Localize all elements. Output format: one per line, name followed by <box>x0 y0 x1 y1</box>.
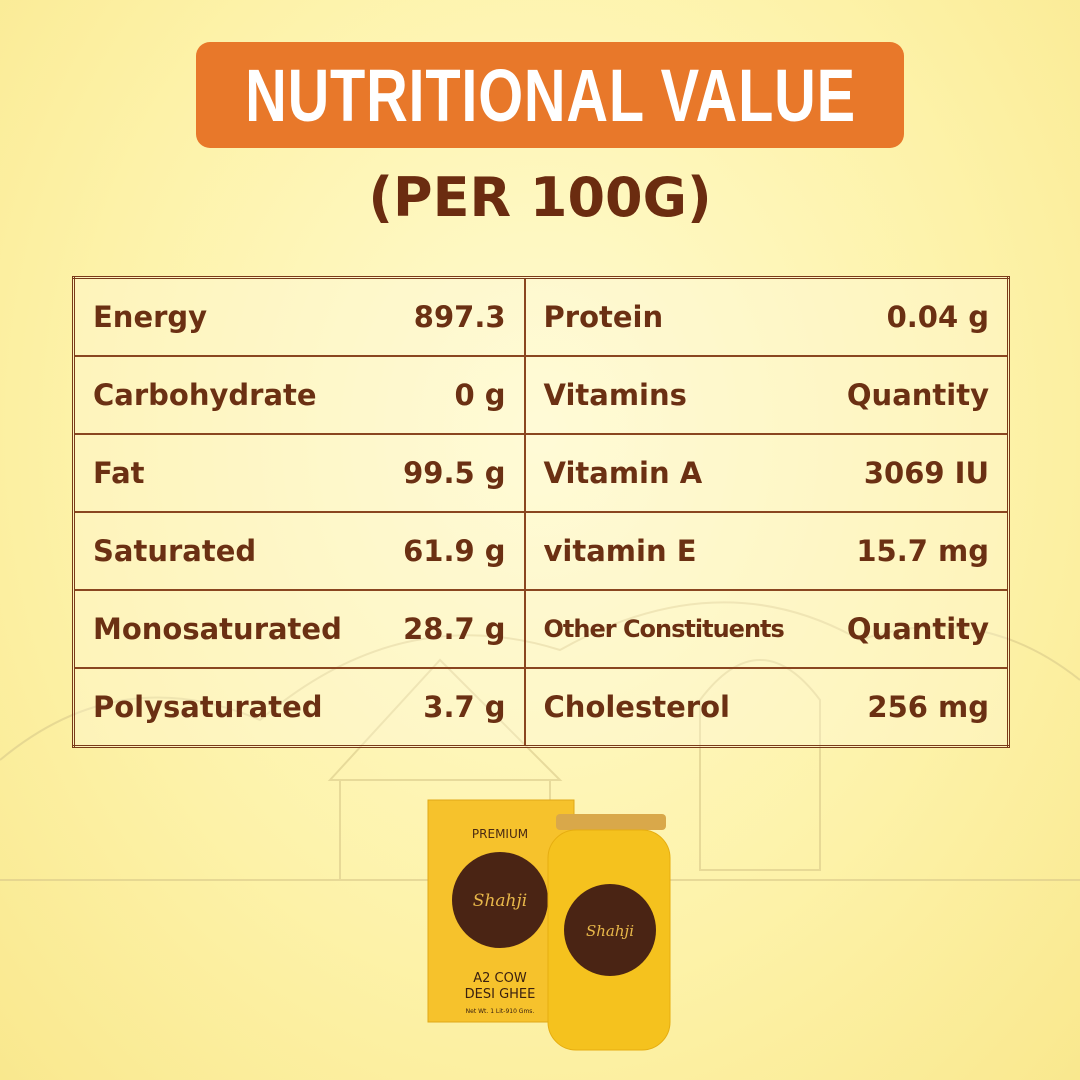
title-banner: NUTRITIONAL VALUE <box>196 42 904 148</box>
nutrient-name: vitamin E <box>523 511 819 591</box>
table-row: Carbohydrate 0 g Vitamins Quantity <box>72 355 1010 435</box>
nutrient-value: 897.3 <box>376 276 526 357</box>
nutrient-name: Fat <box>72 433 377 513</box>
nutrient-value: 61.9 g <box>376 511 526 591</box>
nutrient-name: Vitamin A <box>523 433 819 513</box>
nutrient-name: Carbohydrate <box>72 355 377 435</box>
nutrient-name: Saturated <box>72 511 377 591</box>
nutrient-name: Vitamins <box>523 355 819 435</box>
table-row: Polysaturated 3.7 g Cholesterol 256 mg <box>72 667 1010 748</box>
nutrient-name: Polysaturated <box>72 667 377 748</box>
nutrient-value: 3.7 g <box>376 667 526 748</box>
nutrient-value: 0 g <box>376 355 526 435</box>
table-row: Fat 99.5 g Vitamin A 3069 IU <box>72 433 1010 513</box>
table-row: Saturated 61.9 g vitamin E 15.7 mg <box>72 511 1010 591</box>
nutrient-value: Quantity <box>818 589 1010 669</box>
nutrient-value: 15.7 mg <box>818 511 1010 591</box>
nutrient-name: Other Constituents <box>523 589 819 669</box>
nutrient-name: Monosaturated <box>72 589 377 669</box>
nutrient-name: Cholesterol <box>523 667 819 748</box>
nutrient-value: 0.04 g <box>818 276 1010 357</box>
nutrient-value: 99.5 g <box>376 433 526 513</box>
nutrient-name: Protein <box>523 276 819 357</box>
table-row: Energy 897.3 Protein 0.04 g <box>72 276 1010 357</box>
nutrient-value: Quantity <box>818 355 1010 435</box>
nutrient-name: Energy <box>72 276 377 357</box>
nutrient-value: 3069 IU <box>818 433 1010 513</box>
nutrient-value: 256 mg <box>818 667 1010 748</box>
title: NUTRITIONAL VALUE <box>244 53 856 137</box>
nutrient-value: 28.7 g <box>376 589 526 669</box>
table-row: Monosaturated 28.7 g Other Constituents Qua… <box>72 589 1010 669</box>
subtitle: (PER 100G) <box>368 166 712 229</box>
